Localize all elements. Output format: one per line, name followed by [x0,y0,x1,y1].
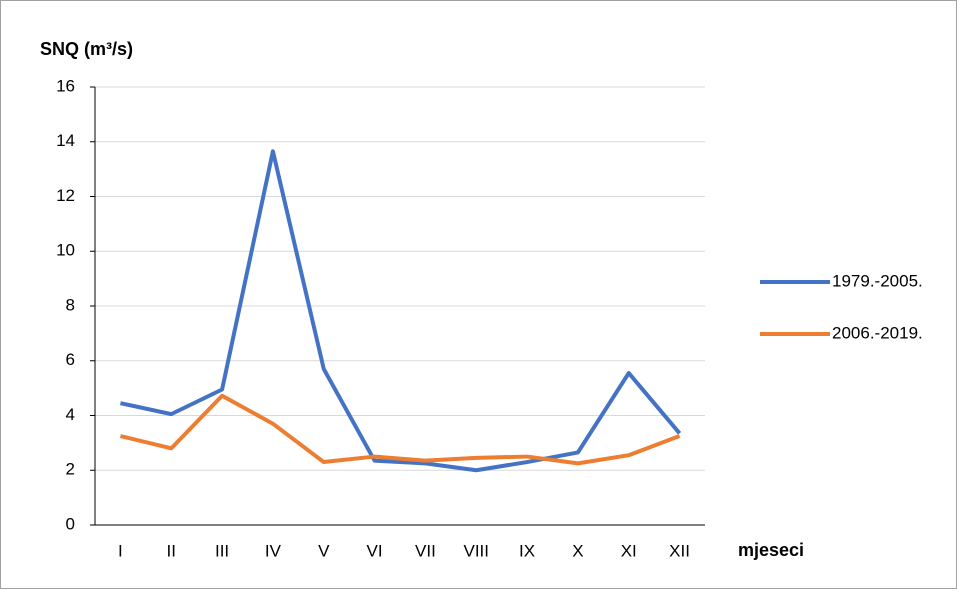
y-tick-label: 2 [66,460,75,479]
y-tick-label: 14 [56,131,75,150]
y-tick-label: 16 [56,76,75,95]
x-tick-label: X [572,541,583,560]
series-line [119,393,681,466]
x-tick-label: III [215,541,229,560]
x-tick-label: II [167,541,176,560]
x-tick-label: V [318,541,330,560]
y-tick-label: 12 [56,186,75,205]
x-tick-label: IV [265,541,282,560]
y-tick-label: 10 [56,241,75,260]
x-tick-label: IX [519,541,535,560]
series-line [119,149,682,473]
x-axis-title: mjeseci [738,540,804,560]
legend-label: 1979.-2005. [832,271,923,290]
x-tick-label: VII [415,541,436,560]
legend-label: 2006.-2019. [832,323,923,342]
y-axis-title: SNQ (m³/s) [40,39,133,59]
x-tick-label: VIII [463,541,489,560]
y-tick-label: 8 [66,295,75,314]
x-tick-label: XI [621,541,637,560]
x-tick-label: I [118,541,123,560]
y-tick-label: 0 [66,514,75,533]
x-tick-label: XII [669,541,690,560]
x-tick-label: VI [367,541,383,560]
y-tick-label: 6 [66,350,75,369]
y-tick-label: 4 [66,405,75,424]
